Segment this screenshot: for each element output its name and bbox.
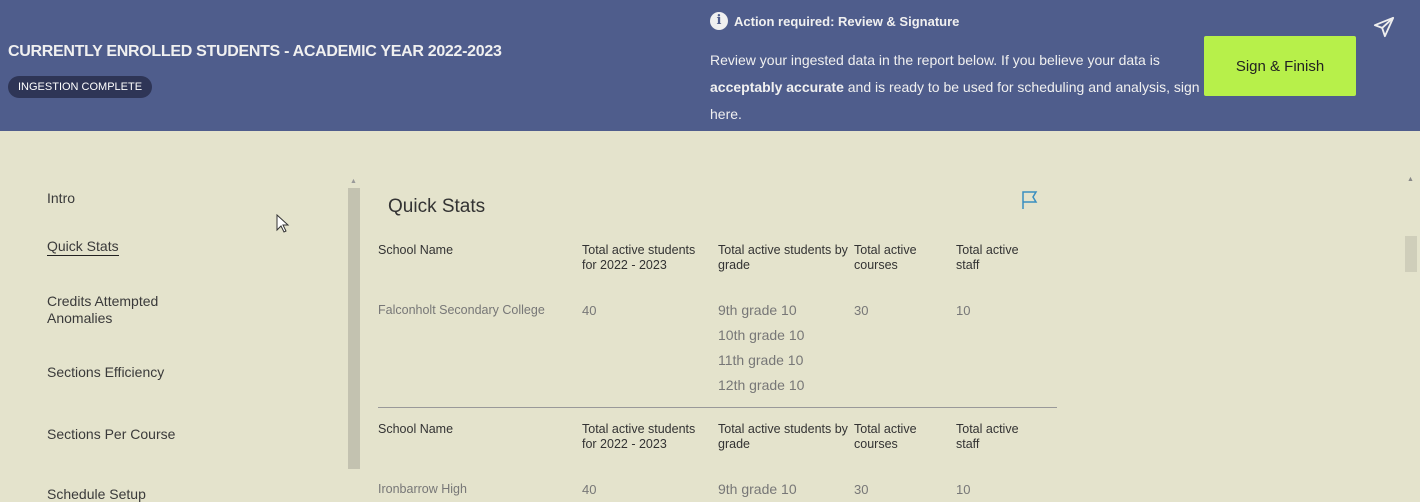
column-header: Total active staff [956, 422, 1019, 451]
action-text-part: and is ready to be used for scheduling a… [710, 79, 1200, 122]
sidebar-item-sections-per-course[interactable]: Sections Per Course [47, 426, 176, 442]
sidebar-item-credits-attempted-anomalies[interactable]: Credits Attempted Anomalies [47, 293, 159, 326]
total-staff: 10 [956, 303, 971, 318]
total-courses: 30 [854, 303, 869, 318]
sidebar-item-sections-efficiency[interactable]: Sections Efficiency [47, 364, 165, 380]
info-icon: i [710, 12, 728, 30]
action-description: Review your ingested data in the report … [710, 47, 1200, 128]
column-header: Total active students for 2022 - 2023 [582, 422, 696, 451]
action-text-bold: acceptably accurate [710, 79, 844, 95]
total-students: 40 [582, 482, 597, 497]
mouse-cursor-icon [276, 214, 290, 233]
column-header: Total active students by grade [718, 422, 848, 451]
sidebar-scrollbar[interactable] [348, 188, 360, 469]
total-staff: 10 [956, 482, 971, 497]
column-header: Total active students for 2022 - 2023 [582, 243, 696, 272]
grade-count: 9th grade 10 [718, 481, 797, 497]
action-required-heading: i Action required: Review & Signature [710, 12, 959, 30]
sidebar-item-schedule-setup[interactable]: Schedule Setup [47, 486, 146, 502]
column-header: Total active staff [956, 243, 1019, 272]
grade-count: 10th grade 10 [718, 327, 805, 343]
action-text-part: Review your ingested data in the report … [710, 52, 1160, 68]
school-name: Ironbarrow High [378, 482, 467, 496]
grade-count: 12th grade 10 [718, 377, 805, 393]
grade-count: 11th grade 10 [718, 352, 804, 368]
total-courses: 30 [854, 482, 869, 497]
main-scroll-up-arrow[interactable]: ▲ [1407, 176, 1414, 183]
action-title-text: Action required: Review & Signature [734, 13, 960, 29]
sign-finish-button[interactable]: Sign & Finish [1204, 36, 1356, 96]
school-name: Falconholt Secondary College [378, 303, 545, 317]
column-header: Total active courses [854, 243, 917, 272]
column-header: Total active courses [854, 422, 917, 451]
sidebar-item-quick-stats[interactable]: Quick Stats [47, 238, 119, 256]
main-scrollbar[interactable] [1405, 236, 1417, 272]
column-header: School Name [378, 422, 454, 436]
total-students: 40 [582, 303, 597, 318]
sidebar-scroll-up-arrow[interactable]: ▲ [350, 178, 357, 185]
grade-count: 9th grade 10 [718, 302, 797, 318]
column-header: Total active students by grade [718, 243, 848, 272]
page-title: CURRENTLY ENROLLED STUDENTS - ACADEMIC Y… [8, 43, 502, 60]
paper-plane-icon[interactable] [1373, 16, 1395, 38]
section-title: Quick Stats [388, 196, 486, 217]
status-badge: INGESTION COMPLETE [8, 76, 153, 98]
flag-icon[interactable] [1021, 190, 1039, 210]
sidebar-item-intro[interactable]: Intro [47, 190, 76, 206]
column-header: School Name [378, 243, 454, 257]
divider [378, 407, 1057, 408]
header-banner: CURRENTLY ENROLLED STUDENTS - ACADEMIC Y… [0, 0, 1420, 131]
